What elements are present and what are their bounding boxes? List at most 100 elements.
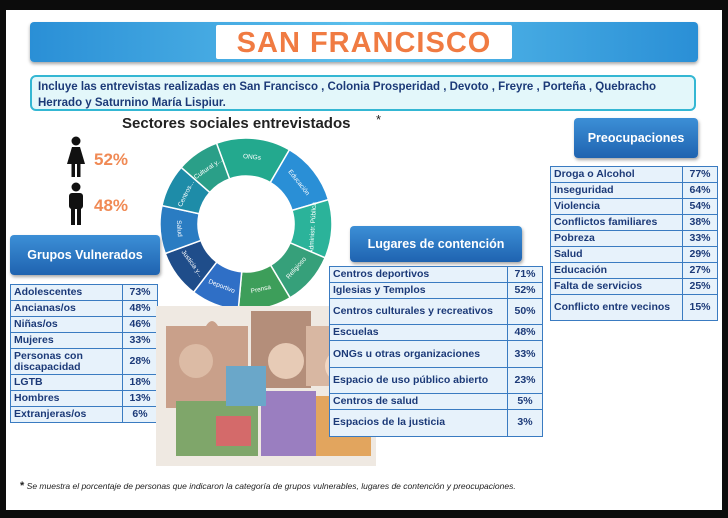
table-row: Mujeres 33%: [10, 332, 158, 349]
table-row: ONGs u otras organizaciones 33%: [329, 340, 543, 368]
preocupaciones-table: Droga o Alcohol 77% Inseguridad 64% Violenci…: [550, 166, 718, 322]
table-row: Conflicto entre vecinos 15%: [550, 293, 718, 322]
donut-slice-label: Salud: [175, 220, 183, 237]
lugares-contencion-table: Centros deportivos 71% Iglesias y Templos 5…: [329, 266, 543, 437]
male-percentage: 48%: [94, 196, 129, 215]
pie-chart-title: Sectores sociales entrevistados: [122, 115, 351, 132]
preocupaciones-header: Preocupaciones: [574, 118, 698, 158]
table-row: Adolescentes 73%: [10, 284, 158, 301]
table-row: Centros culturales y recreativos 50%: [329, 297, 543, 326]
row-value: 28%: [122, 347, 158, 376]
female-icon: [67, 136, 85, 177]
row-value: 27%: [682, 262, 718, 279]
row-label: Ancianas/os: [10, 300, 123, 317]
footnote: * Se muestra el porcentaje de personas q…: [20, 480, 516, 492]
row-label: Adolescentes: [10, 284, 123, 301]
table-row: LGTB 18%: [10, 374, 158, 392]
table-row: Personas con discapacidad 28%: [10, 347, 158, 376]
row-value: 25%: [682, 278, 718, 295]
title-banner: SAN FRANCISCO: [30, 22, 698, 62]
row-label: Droga o Alcohol: [550, 166, 683, 183]
row-label: Conflicto entre vecinos: [550, 293, 683, 322]
row-value: 15%: [682, 293, 718, 322]
row-value: 54%: [682, 198, 718, 215]
donut-slice-label: Prensa: [250, 284, 272, 295]
table-row: Iglesias y Templos 52%: [329, 282, 543, 299]
page-title: SAN FRANCISCO: [236, 27, 492, 59]
row-value: 52%: [507, 282, 543, 299]
row-value: 23%: [507, 366, 543, 395]
intro-text: Incluye las entrevistas realizadas en Sa…: [30, 75, 696, 111]
row-value: 18%: [122, 374, 158, 392]
row-value: 71%: [507, 266, 543, 283]
row-label: Personas con discapacidad: [10, 347, 123, 376]
table-row: Inseguridad 64%: [550, 182, 718, 199]
row-label: LGTB: [10, 374, 123, 392]
row-value: 6%: [122, 406, 158, 424]
row-label: Espacio de uso público abierto: [329, 366, 508, 395]
table-row: Centros deportivos 71%: [329, 266, 543, 283]
row-label: Educación: [550, 262, 683, 279]
row-label: Centros deportivos: [329, 266, 508, 283]
row-value: 29%: [682, 246, 718, 263]
row-label: Centros de salud: [329, 393, 508, 411]
row-label: Centros culturales y recreativos: [329, 297, 508, 326]
footnote-asterisk: *: [20, 480, 25, 492]
row-label: ONGs u otras organizaciones: [329, 340, 508, 368]
row-value: 13%: [122, 390, 158, 408]
row-value: 48%: [507, 324, 543, 342]
row-label: Extranjeras/os: [10, 406, 123, 424]
table-row: Educación 27%: [550, 262, 718, 279]
table-row: Extranjeras/os 6%: [10, 406, 158, 424]
table-row: Escuelas 48%: [329, 324, 543, 342]
table-row: Centros de salud 5%: [329, 393, 543, 411]
table-row: Espacio de uso público abierto 23%: [329, 366, 543, 395]
row-value: 64%: [682, 182, 718, 199]
pie-title-asterisk: *: [376, 112, 382, 127]
grupos-vulnerados-table: Adolescentes 73% Ancianas/os 48% Niñas/os 46%…: [10, 284, 158, 424]
row-value: 3%: [507, 409, 543, 437]
row-label: Violencia: [550, 198, 683, 215]
row-value: 5%: [507, 393, 543, 411]
table-row: Conflictos familiares 38%: [550, 214, 718, 231]
row-value: 33%: [507, 340, 543, 368]
slide: SAN FRANCISCO Incluye las entrevistas re…: [6, 10, 722, 510]
row-label: Espacios de la justicia: [329, 409, 508, 437]
row-value: 77%: [682, 166, 718, 183]
table-row: Pobreza 33%: [550, 230, 718, 247]
donut-slice: [180, 142, 231, 194]
female-percentage: 52%: [94, 150, 129, 169]
row-value: 50%: [507, 297, 543, 326]
title-box: SAN FRANCISCO: [216, 25, 512, 59]
row-label: Conflictos familiares: [550, 214, 683, 231]
table-row: Violencia 54%: [550, 198, 718, 215]
row-label: Iglesias y Templos: [329, 282, 508, 299]
row-value: 46%: [122, 316, 158, 333]
male-icon: [69, 182, 83, 225]
donut-slice-label: Administr. Pública: [308, 202, 318, 254]
grupos-vulnerados-header: Grupos Vulnerados: [10, 235, 160, 275]
row-value: 33%: [122, 332, 158, 349]
table-row: Hombres 13%: [10, 390, 158, 408]
table-row: Falta de servicios 25%: [550, 278, 718, 295]
row-label: Inseguridad: [550, 182, 683, 199]
footnote-text: Se muestra el porcentaje de personas que…: [26, 481, 516, 491]
row-label: Escuelas: [329, 324, 508, 342]
row-value: 73%: [122, 284, 158, 301]
row-label: Mujeres: [10, 332, 123, 349]
table-row: Niñas/os 46%: [10, 316, 158, 333]
row-label: Falta de servicios: [550, 278, 683, 295]
row-value: 48%: [122, 300, 158, 317]
row-value: 38%: [682, 214, 718, 231]
row-label: Niñas/os: [10, 316, 123, 333]
table-row: Salud 29%: [550, 246, 718, 263]
table-row: Espacios de la justicia 3%: [329, 409, 543, 437]
table-row: Droga o Alcohol 77%: [550, 166, 718, 183]
row-label: Hombres: [10, 390, 123, 408]
row-label: Pobreza: [550, 230, 683, 247]
row-label: Salud: [550, 246, 683, 263]
row-value: 33%: [682, 230, 718, 247]
table-row: Ancianas/os 48%: [10, 300, 158, 317]
lugares-contencion-header: Lugares de contención: [350, 226, 522, 262]
